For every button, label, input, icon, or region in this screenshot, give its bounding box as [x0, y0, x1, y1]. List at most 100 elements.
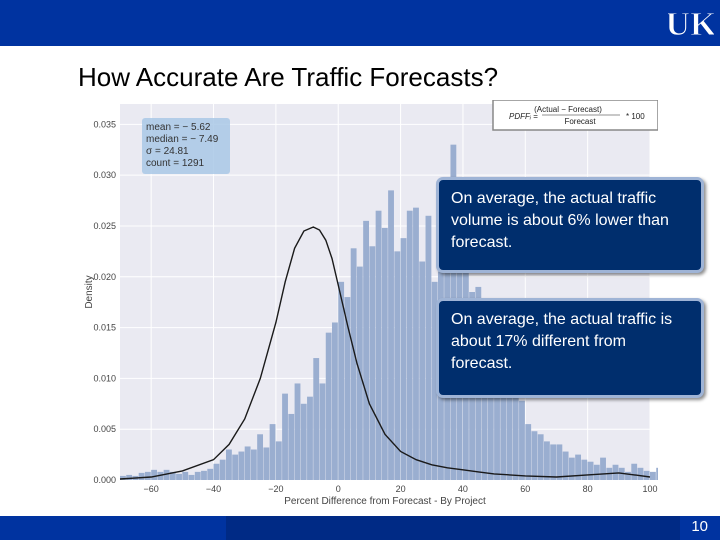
histogram-bar — [307, 396, 313, 480]
stats-box-line: σ = 24.81 — [146, 146, 189, 157]
formula-multiplier: * 100 — [626, 112, 645, 121]
histogram-bar — [269, 424, 276, 480]
histogram-bar — [294, 383, 301, 480]
histogram-bar — [587, 461, 594, 480]
x-tick-label: 20 — [396, 484, 406, 494]
histogram-bar — [232, 454, 239, 480]
histogram-bar — [400, 238, 407, 480]
x-tick-label: −60 — [144, 484, 159, 494]
y-tick-label: 0.015 — [93, 323, 116, 333]
histogram-bar — [207, 468, 214, 480]
histogram-bar — [238, 451, 245, 480]
x-tick-label: 80 — [583, 484, 593, 494]
histogram-bar — [313, 358, 320, 480]
histogram-bar — [568, 457, 575, 480]
histogram-bar — [350, 248, 357, 480]
stats-box-line: count = 1291 — [146, 158, 205, 169]
histogram-bar — [512, 393, 519, 480]
page-number: 10 — [691, 518, 708, 535]
formula-lhs: PDFFᵢ = — [509, 112, 538, 121]
y-tick-label: 0.030 — [93, 170, 116, 180]
histogram-bar — [562, 451, 569, 480]
stats-box-line: median = − 7.49 — [146, 134, 219, 145]
y-tick-label: 0.020 — [93, 272, 116, 282]
histogram-bar — [643, 470, 650, 480]
stats-box-line: mean = − 5.62 — [146, 122, 211, 133]
histogram-bar — [394, 251, 401, 480]
bottom-banner-accent — [226, 516, 680, 540]
histogram-bar — [612, 464, 619, 480]
svg-text:UK: UK — [668, 6, 714, 43]
histogram-bar — [537, 434, 544, 480]
histogram-bar — [381, 227, 388, 480]
histogram-bar — [556, 444, 563, 480]
histogram-bar — [169, 471, 176, 480]
y-axis-label: Density — [84, 275, 95, 308]
y-tick-label: 0.035 — [93, 119, 116, 129]
histogram-bar — [138, 472, 145, 480]
histogram-bar — [188, 474, 195, 480]
histogram-bar — [126, 474, 133, 480]
histogram-bar — [593, 464, 600, 480]
histogram-bar — [120, 475, 126, 480]
formula-denominator: Forecast — [564, 117, 596, 126]
histogram-bar — [413, 207, 419, 480]
histogram-bar — [656, 467, 658, 480]
histogram-bar — [637, 467, 644, 480]
histogram-bar — [425, 215, 432, 480]
histogram-bar — [650, 471, 656, 480]
histogram-bar — [506, 386, 513, 480]
histogram-bar — [581, 459, 588, 480]
histogram-bar — [163, 469, 170, 480]
stats-box — [142, 118, 230, 174]
histogram-bar — [325, 332, 332, 480]
histogram-bar — [250, 449, 257, 480]
histogram-bar — [631, 463, 638, 480]
histogram-bar — [244, 446, 251, 480]
histogram-bar — [282, 393, 288, 480]
y-tick-label: 0.025 — [93, 221, 116, 231]
histogram-bar — [288, 413, 295, 480]
histogram-bar — [419, 261, 426, 480]
histogram-bar — [182, 471, 189, 480]
x-tick-label: −40 — [206, 484, 221, 494]
histogram-bar — [157, 471, 164, 480]
histogram-bar — [531, 431, 538, 480]
histogram-bar — [525, 424, 532, 480]
histogram-bar — [219, 459, 226, 480]
callout-mean-difference: On average, the actual traffic volume is… — [436, 177, 704, 273]
histogram-bar — [257, 434, 264, 480]
y-tick-label: 0.000 — [93, 475, 116, 485]
callout-absolute-difference: On average, the actual traffic is about … — [436, 298, 704, 398]
x-tick-label: 60 — [520, 484, 530, 494]
top-banner — [0, 0, 720, 46]
histogram-bar — [176, 473, 182, 480]
histogram-bar — [431, 281, 438, 480]
x-axis-label: Percent Difference from Forecast - By Pr… — [284, 496, 486, 507]
histogram-bar — [144, 471, 151, 480]
histogram-bar — [263, 447, 270, 480]
x-tick-label: 100 — [642, 484, 657, 494]
histogram-bar — [151, 469, 158, 480]
y-tick-label: 0.010 — [93, 373, 116, 383]
histogram-bar — [494, 358, 500, 480]
histogram-bar — [319, 383, 326, 480]
histogram-bar — [600, 457, 606, 480]
histogram-bar — [500, 380, 507, 480]
histogram-bar — [275, 441, 282, 480]
histogram-bar — [544, 441, 550, 480]
histogram-bar — [625, 471, 631, 480]
x-tick-label: 40 — [458, 484, 468, 494]
histogram-bar — [201, 470, 207, 480]
histogram-bar — [369, 246, 376, 480]
x-tick-label: −20 — [268, 484, 283, 494]
histogram-bar — [519, 400, 525, 480]
histogram-bar — [213, 463, 220, 480]
histogram-bar — [332, 322, 338, 480]
kde-line — [119, 226, 651, 480]
slide-title: How Accurate Are Traffic Forecasts? — [78, 62, 499, 92]
histogram-bar — [300, 403, 307, 480]
y-tick-label: 0.005 — [93, 424, 116, 434]
histogram-bar — [226, 449, 232, 480]
histogram-bar — [575, 454, 582, 480]
